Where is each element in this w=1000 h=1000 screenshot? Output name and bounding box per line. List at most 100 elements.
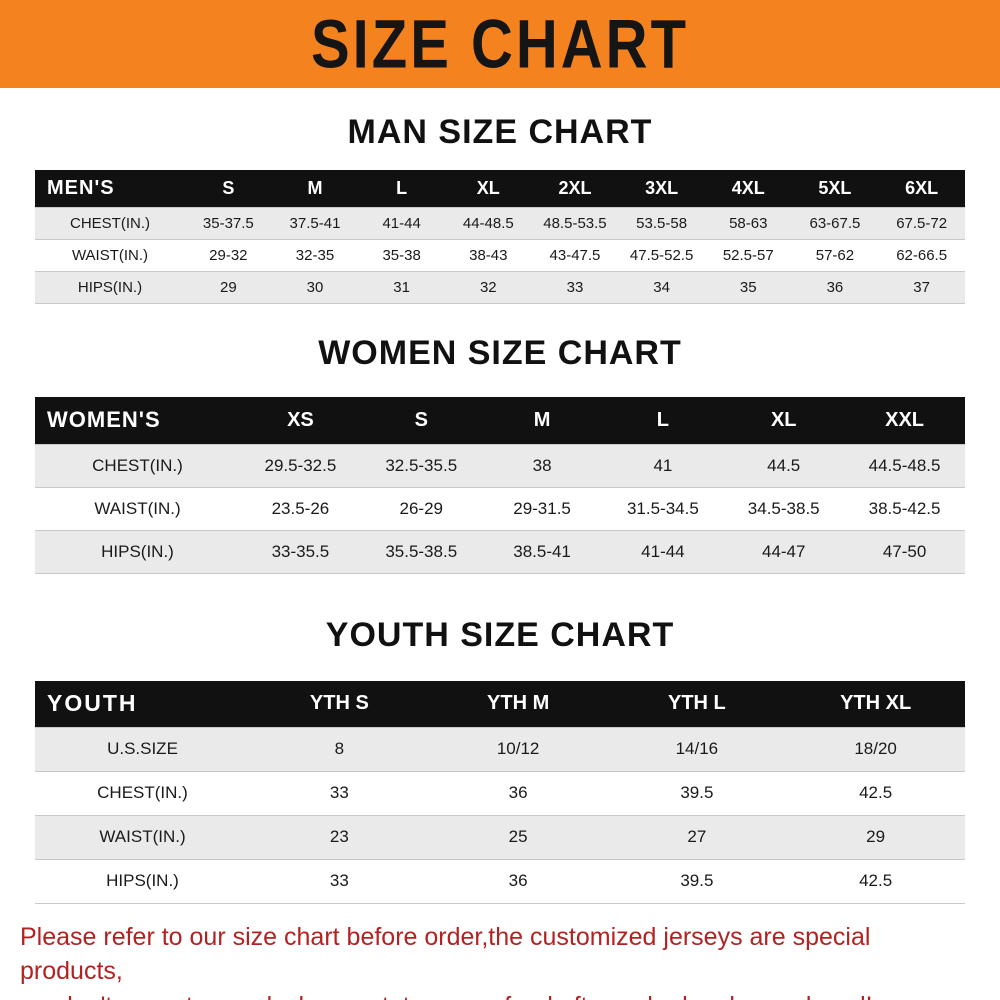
section-heading-youth: YOUTH SIZE CHART: [325, 616, 675, 654]
size-value-cell: 44.5-48.5: [844, 444, 965, 488]
table-row: CHEST(IN.) 33 36 39.5 42.5: [35, 771, 965, 816]
size-value-cell: 42.5: [786, 859, 965, 904]
youth-size-table: YOUTH YTH S YTH M YTH L YTH XL U.S.SIZE 8 10/12…: [35, 681, 965, 904]
size-value-cell: 29.5-32.5: [240, 444, 361, 488]
table-corner-label: YOUTH: [35, 681, 250, 727]
size-value-cell: 23: [250, 815, 429, 860]
size-value-cell: 29: [786, 815, 965, 860]
section-heading-men: MAN SIZE CHART: [347, 113, 653, 151]
row-label: CHEST(IN.): [35, 444, 240, 488]
row-label: U.S.SIZE: [35, 726, 250, 772]
size-value-cell: 29: [185, 271, 272, 304]
size-value-cell: 42.5: [786, 771, 965, 816]
notice-line-1: Please refer to our size chart before or…: [20, 922, 871, 986]
size-column-header: 2XL: [531, 170, 619, 207]
size-value-cell: 33-35.5: [240, 530, 361, 574]
size-value-cell: 41-44: [602, 530, 724, 574]
size-value-cell: 62-66.5: [878, 239, 965, 272]
size-value-cell: 35.5-38.5: [360, 530, 482, 574]
row-label: HIPS(IN.): [35, 271, 185, 304]
size-table-header-row: WOMEN'S XS S M L XL XXL: [35, 396, 965, 445]
mens-size-table: MEN'S S M L XL 2XL 3XL 4XL 5XL 6XL CHEST(IN.) 35-37…: [35, 170, 965, 304]
size-value-cell: 34.5-38.5: [723, 487, 845, 531]
row-label: WAIST(IN.): [35, 815, 250, 860]
size-column-header: YTH M: [428, 681, 608, 727]
size-value-cell: 26-29: [360, 487, 482, 531]
table-row: HIPS(IN.) 33 36 39.5 42.5: [35, 859, 965, 904]
table-row: U.S.SIZE 8 10/12 14/16 18/20: [35, 726, 965, 772]
size-column-header: YTH XL: [786, 681, 965, 727]
size-value-cell: 44-47: [723, 530, 845, 574]
size-column-header: S: [185, 170, 272, 207]
size-value-cell: 47.5-52.5: [618, 239, 705, 272]
table-corner-label: MEN'S: [35, 170, 185, 207]
size-value-cell: 29-31.5: [481, 487, 603, 531]
row-label: WAIST(IN.): [35, 487, 240, 531]
size-value-cell: 41-44: [358, 206, 445, 240]
size-value-cell: 10/12: [428, 726, 608, 772]
size-value-cell: 36: [791, 271, 879, 304]
size-value-cell: 30: [271, 271, 359, 304]
size-column-header: XL: [444, 170, 532, 207]
size-value-cell: 48.5-53.5: [531, 206, 619, 240]
size-value-cell: 14/16: [607, 726, 787, 772]
size-value-cell: 39.5: [607, 771, 787, 816]
size-value-cell: 63-67.5: [791, 206, 879, 240]
size-value-cell: 35-38: [358, 239, 445, 272]
size-column-header: L: [358, 170, 445, 207]
row-label: CHEST(IN.): [35, 206, 185, 240]
size-value-cell: 44.5: [723, 444, 845, 488]
size-column-header: YTH S: [250, 681, 429, 727]
size-value-cell: 37: [878, 271, 965, 304]
size-value-cell: 33: [531, 271, 619, 304]
table-row: CHEST(IN.) 35-37.5 37.5-41 41-44 44-48.5 48.5…: [35, 206, 965, 240]
table-row: HIPS(IN.) 29 30 31 32 33 34 35 36 37: [35, 271, 965, 304]
size-value-cell: 57-62: [791, 239, 879, 272]
size-column-header: M: [481, 396, 603, 445]
size-value-cell: 35: [704, 271, 792, 304]
size-column-header: M: [271, 170, 359, 207]
size-column-header: XL: [723, 396, 845, 445]
table-row: HIPS(IN.) 33-35.5 35.5-38.5 38.5-41 41-44 44-…: [35, 530, 965, 574]
womens-size-table: WOMEN'S XS S M L XL XXL CHEST(IN.) 29.5-32.5 32.5…: [35, 396, 965, 574]
size-value-cell: 32: [444, 271, 532, 304]
footer-notice: Please refer to our size chart before or…: [0, 920, 1000, 1000]
size-value-cell: 38: [481, 444, 603, 488]
size-value-cell: 33: [250, 771, 429, 816]
size-value-cell: 43-47.5: [531, 239, 619, 272]
size-column-header: 4XL: [704, 170, 792, 207]
size-value-cell: 58-63: [704, 206, 792, 240]
size-value-cell: 36: [428, 859, 608, 904]
table-corner-label: WOMEN'S: [35, 396, 240, 445]
size-table-header-row: MEN'S S M L XL 2XL 3XL 4XL 5XL 6XL: [35, 170, 965, 207]
size-value-cell: 32-35: [271, 239, 359, 272]
size-table-header-row: YOUTH YTH S YTH M YTH L YTH XL: [35, 681, 965, 727]
size-column-header: 5XL: [791, 170, 879, 207]
notice-line-2: we don't accept cancel, change, teturn o…: [20, 989, 980, 1000]
size-value-cell: 34: [618, 271, 705, 304]
size-value-cell: 23.5-26: [240, 487, 361, 531]
size-value-cell: 67.5-72: [878, 206, 965, 240]
size-value-cell: 25: [428, 815, 608, 860]
size-value-cell: 52.5-57: [704, 239, 792, 272]
size-value-cell: 44-48.5: [444, 206, 532, 240]
size-value-cell: 29-32: [185, 239, 272, 272]
size-column-header: YTH L: [607, 681, 787, 727]
table-row: WAIST(IN.) 29-32 32-35 35-38 38-43 43-47.5 47.…: [35, 239, 965, 272]
table-row: WAIST(IN.) 23.5-26 26-29 29-31.5 31.5-34.5 34…: [35, 487, 965, 531]
size-value-cell: 31.5-34.5: [602, 487, 724, 531]
size-value-cell: 18/20: [786, 726, 965, 772]
size-value-cell: 36: [428, 771, 608, 816]
size-value-cell: 27: [607, 815, 787, 860]
size-value-cell: 33: [250, 859, 429, 904]
size-value-cell: 31: [358, 271, 445, 304]
size-column-header: S: [360, 396, 482, 445]
size-column-header: XS: [240, 396, 361, 445]
size-value-cell: 47-50: [844, 530, 965, 574]
table-row: CHEST(IN.) 29.5-32.5 32.5-35.5 38 41 44.5 44.5…: [35, 444, 965, 488]
row-label: HIPS(IN.): [35, 859, 250, 904]
size-value-cell: 53.5-58: [618, 206, 705, 240]
table-row: WAIST(IN.) 23 25 27 29: [35, 815, 965, 860]
section-youth: YOUTH SIZE CHART YOUTH YTH S YTH M YTH L YTH…: [0, 616, 1000, 904]
